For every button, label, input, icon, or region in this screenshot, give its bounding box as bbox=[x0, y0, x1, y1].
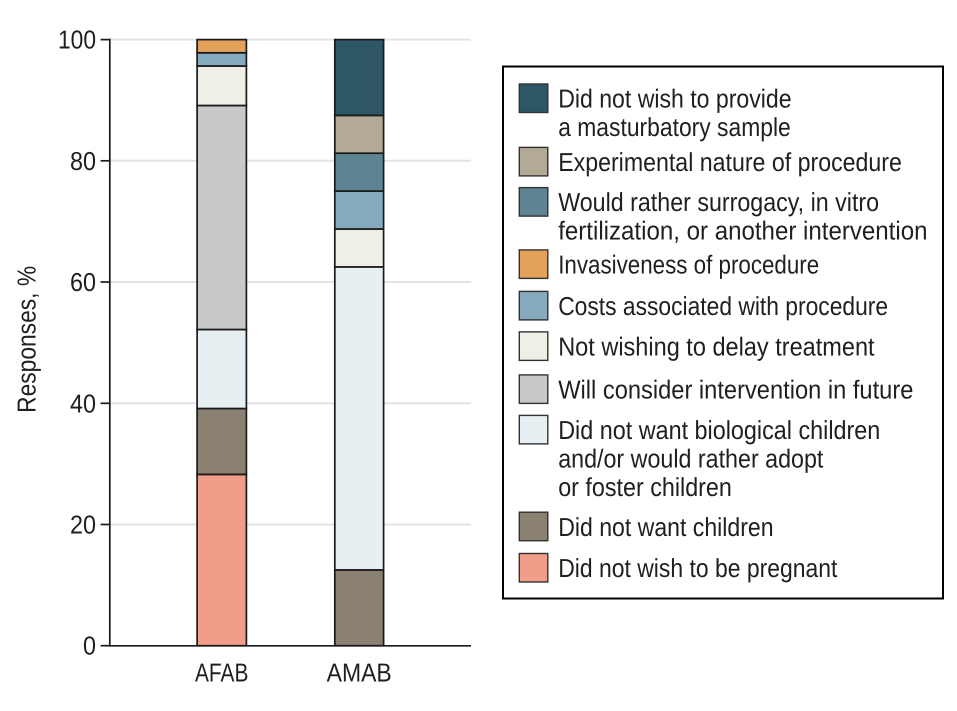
svg-text:a masturbatory sample: a masturbatory sample bbox=[558, 112, 791, 142]
svg-text:Not wishing to delay treatment: Not wishing to delay treatment bbox=[558, 332, 875, 362]
svg-text:Would rather surrogacy, in vit: Would rather surrogacy, in vitro bbox=[558, 187, 879, 217]
svg-text:80: 80 bbox=[70, 146, 96, 176]
svg-text:or foster children: or foster children bbox=[558, 472, 732, 502]
svg-text:Costs associated with procedur: Costs associated with procedure bbox=[558, 291, 888, 321]
svg-text:Did not wish to provide: Did not wish to provide bbox=[558, 84, 791, 114]
svg-text:Responses, %: Responses, % bbox=[12, 266, 42, 413]
svg-text:Invasiveness of procedure: Invasiveness of procedure bbox=[558, 250, 819, 280]
svg-text:Did not want biological childr: Did not want biological children bbox=[558, 415, 880, 445]
svg-text:Experimental nature of procedu: Experimental nature of procedure bbox=[558, 147, 902, 177]
svg-text:Did not wish to be pregnant: Did not wish to be pregnant bbox=[558, 553, 838, 583]
svg-text:100: 100 bbox=[58, 25, 96, 55]
svg-text:AFAB: AFAB bbox=[195, 657, 248, 687]
svg-text:60: 60 bbox=[70, 267, 96, 297]
svg-text:AMAB: AMAB bbox=[327, 657, 392, 687]
svg-text:20: 20 bbox=[70, 510, 96, 540]
svg-text:fertilization, or another inte: fertilization, or another intervention bbox=[558, 216, 927, 246]
svg-text:0: 0 bbox=[83, 631, 96, 661]
svg-text:40: 40 bbox=[70, 388, 96, 418]
svg-text:Will consider intervention in: Will consider intervention in future bbox=[558, 375, 913, 405]
svg-text:Did not want children: Did not want children bbox=[558, 512, 773, 542]
svg-text:and/or would rather adopt: and/or would rather adopt bbox=[558, 443, 824, 473]
